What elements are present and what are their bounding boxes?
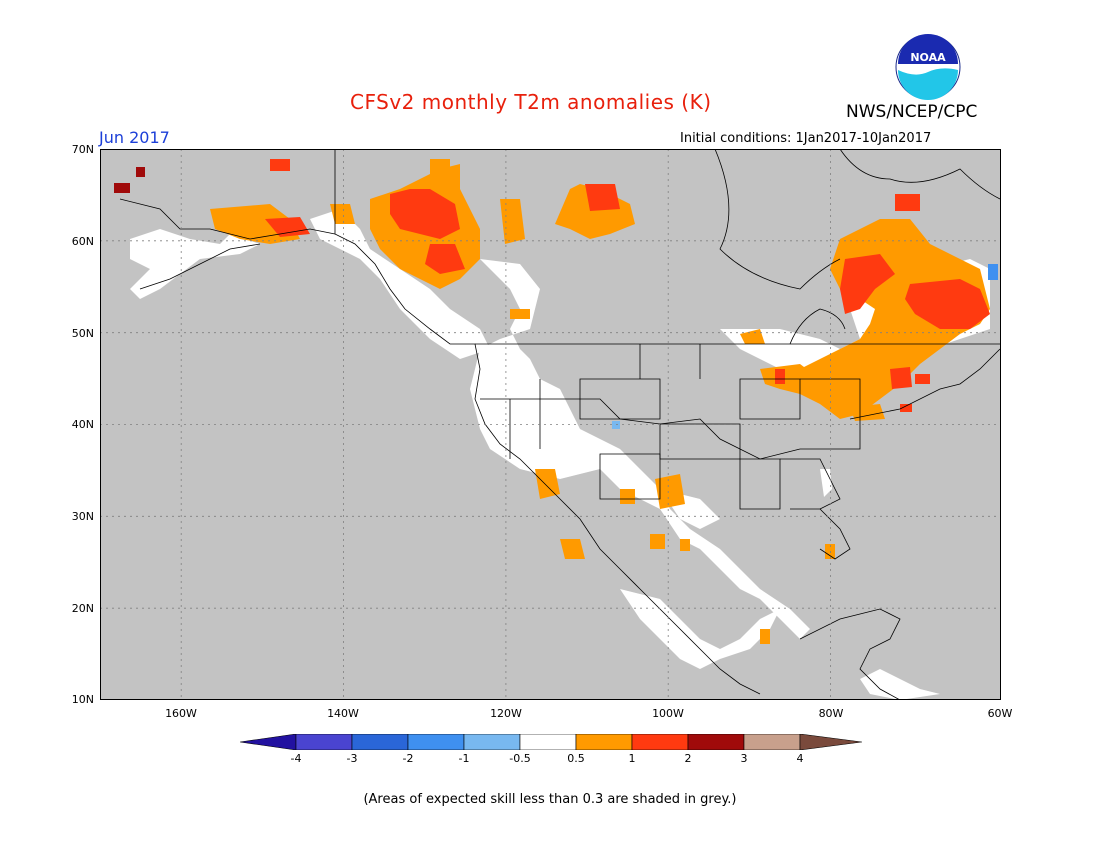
colorbar-tick-label: -3	[346, 752, 358, 765]
lat-label-40n: 40N	[71, 418, 94, 431]
lat-label-20n: 20N	[71, 602, 94, 615]
colorbar-tick-label: 4	[796, 752, 804, 765]
colorbar-tick-label: 2	[684, 752, 692, 765]
colorbar	[240, 734, 862, 750]
colorbar-swatch	[463, 734, 521, 750]
colorbar-swatch	[687, 734, 745, 750]
colorbar-swatch	[631, 734, 689, 750]
lat-label-60n: 60N	[71, 235, 94, 248]
lon-label-140w: 140W	[327, 707, 359, 720]
anomaly-negative-area-small	[612, 421, 620, 429]
map-frame	[100, 149, 1001, 700]
lon-label-160w: 160W	[165, 707, 197, 720]
colorbar-swatch	[575, 734, 633, 750]
colorbar-swatch	[407, 734, 465, 750]
colorbar-tick-label: -0.5	[509, 752, 531, 765]
anomaly-negative-area	[988, 264, 998, 280]
anomaly-1-2-areas	[265, 159, 990, 412]
lon-label-80w: 80W	[818, 707, 844, 720]
graticule	[100, 149, 1001, 700]
colorbar-swatch-high	[799, 734, 862, 750]
forecast-month: Jun 2017	[99, 128, 170, 147]
lat-label-30n: 30N	[71, 510, 94, 523]
colorbar-swatch	[351, 734, 409, 750]
colorbar-tick-label: 0.5	[567, 752, 585, 765]
colorbar-swatch-low	[240, 734, 297, 750]
lon-label-120w: 120W	[490, 707, 522, 720]
skill-footnote: (Areas of expected skill less than 0.3 a…	[363, 792, 737, 807]
colorbar-tick-label: -4	[290, 752, 302, 765]
colorbar-tick-label: 1	[628, 752, 636, 765]
lon-label-60w: 60W	[987, 707, 1013, 720]
initial-conditions: Initial conditions: 1Jan2017-10Jan2017	[680, 131, 932, 146]
map-title: CFSv2 monthly T2m anomalies (K)	[350, 90, 712, 114]
colorbar-swatch	[743, 734, 801, 750]
anomaly-2-3-areas	[114, 167, 145, 193]
colorbar-tick-label: -2	[402, 752, 414, 765]
agency-label: NWS/NCEP/CPC	[846, 102, 978, 122]
colorbar-tick-label: -1	[458, 752, 470, 765]
anomaly-map	[100, 149, 1001, 700]
lat-label-10n: 10N	[71, 693, 94, 706]
coastlines-borders	[119, 149, 1001, 700]
colorbar-swatch	[295, 734, 353, 750]
noaa-logo: NOAA	[895, 34, 961, 100]
lat-label-50n: 50N	[71, 327, 94, 340]
colorbar-tick-label: 3	[740, 752, 748, 765]
lat-label-70n: 70N	[71, 143, 94, 156]
logo-text: NOAA	[910, 51, 946, 64]
colorbar-swatch	[519, 734, 577, 750]
lon-label-100w: 100W	[652, 707, 684, 720]
